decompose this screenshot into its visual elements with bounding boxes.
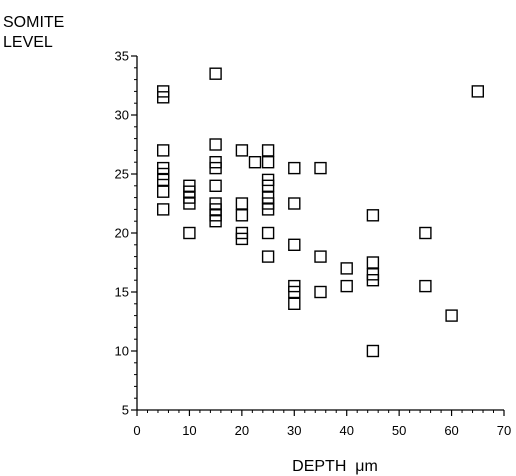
- x-tick-label: 40: [339, 423, 353, 438]
- axis-ticks: 0 10 20 30 40 50 60 70 5 10 15 20 25 30 35: [115, 49, 512, 439]
- x-tick-label: 10: [182, 423, 196, 438]
- data-point: [472, 86, 483, 97]
- x-tick-label: 50: [392, 423, 406, 438]
- y-tick-label: 20: [115, 226, 129, 241]
- data-point: [315, 163, 326, 174]
- data-point: [263, 251, 274, 262]
- y-tick-label: 15: [115, 285, 129, 300]
- data-point: [420, 281, 431, 292]
- data-point: [289, 239, 300, 250]
- data-point: [263, 157, 274, 168]
- data-point: [263, 145, 274, 156]
- axes: [137, 56, 504, 410]
- data-point: [315, 251, 326, 262]
- data-point: [315, 287, 326, 298]
- data-point: [236, 145, 247, 156]
- data-point: [158, 186, 169, 197]
- data-point: [236, 210, 247, 221]
- data-point: [367, 210, 378, 221]
- x-tick-label: 30: [287, 423, 301, 438]
- data-point: [210, 180, 221, 191]
- data-point: [184, 228, 195, 239]
- x-tick-label: 0: [133, 423, 140, 438]
- y-tick-label: 25: [115, 167, 129, 182]
- data-point: [341, 263, 352, 274]
- y-axis-label-line-1: SOMITE: [3, 14, 64, 31]
- data-point: [341, 281, 352, 292]
- x-tick-label: 60: [444, 423, 458, 438]
- data-point: [210, 68, 221, 79]
- data-point: [250, 157, 261, 168]
- y-tick-label: 30: [115, 108, 129, 123]
- data-point: [289, 198, 300, 209]
- y-axis-label-line-2: LEVEL: [3, 34, 53, 51]
- data-point: [367, 257, 378, 268]
- data-point: [158, 204, 169, 215]
- x-tick-label: 20: [235, 423, 249, 438]
- y-tick-label: 10: [115, 344, 129, 359]
- data-point: [263, 228, 274, 239]
- y-tick-label: 35: [115, 49, 129, 64]
- data-point: [289, 298, 300, 309]
- data-point: [236, 198, 247, 209]
- data-points: [158, 68, 484, 356]
- data-point: [210, 139, 221, 150]
- data-point: [289, 163, 300, 174]
- x-axis-label: DEPTH μm: [292, 458, 378, 475]
- data-point: [367, 346, 378, 357]
- y-tick-label: 5: [122, 403, 129, 418]
- x-tick-label: 70: [497, 423, 511, 438]
- data-point: [446, 310, 457, 321]
- data-point: [420, 228, 431, 239]
- data-point: [158, 145, 169, 156]
